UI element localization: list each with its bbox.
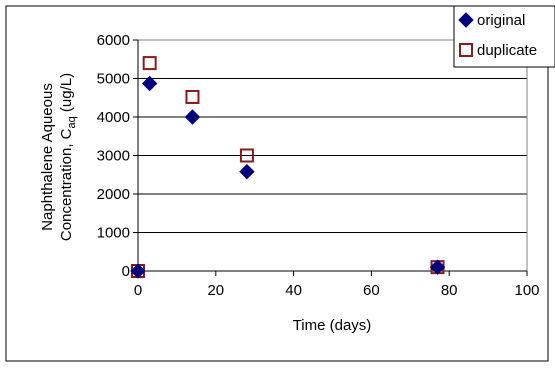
y-axis-title-subscript: aq xyxy=(66,116,78,128)
x-tick-label: 20 xyxy=(207,282,224,299)
duplicate-point xyxy=(185,89,200,104)
y-tick-label: 6000 xyxy=(97,32,130,49)
original-point xyxy=(239,163,255,180)
y-tick-label: 4000 xyxy=(97,109,130,126)
x-tick-label: 60 xyxy=(363,282,380,299)
y-tick-label: 0 xyxy=(122,263,130,280)
y-axis-title-line1: Naphthalene Aqueous xyxy=(39,83,56,231)
x-tick-label: 100 xyxy=(514,282,539,299)
legend-marker-duplicate xyxy=(459,43,473,57)
y-tick-label: 1000 xyxy=(97,225,130,242)
y-axis-title-suffix: (ug/L) xyxy=(58,73,75,116)
original-point xyxy=(184,109,201,125)
duplicate-point xyxy=(239,148,254,163)
original-point xyxy=(130,263,146,279)
y-tick-label: 2000 xyxy=(97,186,130,203)
x-tick-label: 80 xyxy=(441,282,458,299)
data-points xyxy=(130,56,446,279)
x-tick-labels: 0 20 40 60 80 100 xyxy=(134,282,540,299)
x-axis-title: Time (days) xyxy=(293,317,372,334)
x-tick-label: 0 xyxy=(134,282,142,299)
original-point xyxy=(429,259,446,275)
y-tick-label: 5000 xyxy=(97,71,130,88)
legend: original duplicate xyxy=(453,5,555,68)
x-tick-label: 40 xyxy=(285,282,302,299)
y-tick-labels: 0 1000 2000 3000 4000 5000 6000 xyxy=(97,32,130,280)
duplicate-point xyxy=(142,56,157,71)
y-axis-title: Naphthalene Aqueous Concentration, Caq (… xyxy=(39,73,78,241)
legend-marker-original xyxy=(458,12,474,28)
y-axis-title-prefix: Concentration, C xyxy=(58,128,75,241)
y-tick-label: 3000 xyxy=(97,148,130,165)
original-point xyxy=(141,75,158,92)
y-axis-title-line2: Concentration, Caq (ug/L) xyxy=(58,73,78,241)
legend-label-duplicate: duplicate xyxy=(477,42,537,59)
legend-label-original: original xyxy=(477,12,525,29)
